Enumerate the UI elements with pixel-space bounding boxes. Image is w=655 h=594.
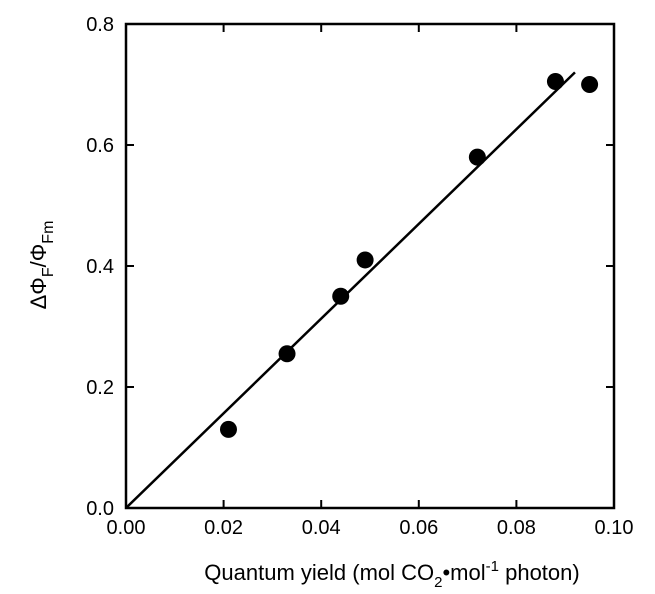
x-tick-label: 0.08 [497, 517, 536, 539]
x-axis-title-prefix: Quantum yield (mol CO [204, 560, 434, 585]
y-axis-title-delta: ΔΦ [26, 277, 51, 309]
fit-line [125, 71, 576, 509]
data-point [546, 72, 564, 90]
x-axis-title-suffix: photon) [499, 560, 580, 585]
x-axis-title-sub: 2 [434, 574, 442, 591]
y-tick-label: 0.6 [86, 135, 114, 157]
x-tick-label: 0.04 [302, 517, 341, 539]
x-tick-label: 0.00 [107, 517, 146, 539]
x-axis-title: Quantum yield (mol CO2•mol-1 photon) [204, 558, 579, 591]
y-axis-title-sub1: F [40, 267, 57, 277]
data-point [278, 345, 296, 363]
y-axis-title-slash: /Φ [26, 244, 51, 268]
x-axis-title-sup: -1 [486, 558, 499, 575]
data-point [581, 76, 599, 93]
y-axis-title-sub2: Fm [40, 221, 57, 244]
data-point [332, 287, 350, 305]
y-tick-label: 0.2 [86, 377, 114, 399]
data-point [356, 251, 374, 269]
data-point [468, 148, 486, 166]
data-point [219, 420, 237, 438]
y-tick-label: 0.4 [86, 256, 114, 278]
y-axis-title: ΔΦF/ΦFm [26, 221, 57, 310]
x-tick-label: 0.06 [399, 517, 438, 539]
x-tick-label: 0.02 [204, 517, 243, 539]
y-tick-label: 0.0 [86, 498, 114, 520]
x-tick-label: 0.10 [595, 517, 634, 539]
x-axis-title-middle: •mol [442, 560, 485, 585]
y-tick-label: 0.8 [86, 14, 114, 36]
